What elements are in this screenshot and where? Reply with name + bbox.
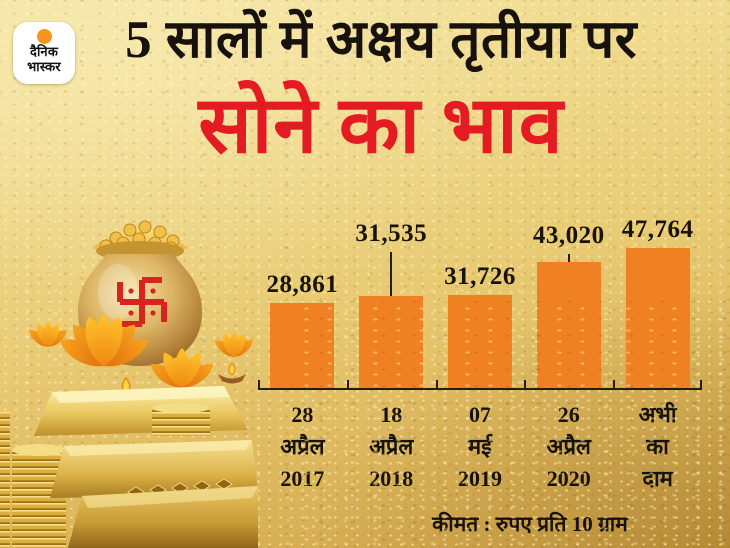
gold-bars-illustration xyxy=(0,384,258,548)
gold-bar-bottom-face xyxy=(82,486,258,508)
lotus-small-right xyxy=(212,331,256,361)
bar-columns: 28,861 31,535 31,726 43,020 47,764 xyxy=(258,206,702,388)
x-axis-labels: 28 अप्रैल 2017 18 अप्रैल 2018 07 मई 2019 26… xyxy=(258,399,702,495)
gold-price-bar-chart: 28,861 31,535 31,726 43,020 47,764 28 अप्रैल… xyxy=(258,0,702,548)
bar-1 xyxy=(270,303,335,388)
sun-icon xyxy=(36,29,52,44)
axis-tick xyxy=(613,380,615,389)
bar-2 xyxy=(359,296,424,388)
x-axis-label-3: 07 मई 2019 xyxy=(457,402,502,491)
headline: 5 सालों में अक्षय तृतीया पर xyxy=(125,11,637,69)
axis-tick xyxy=(347,380,349,389)
gold-bar-middle-face xyxy=(64,440,252,456)
bar-value-label: 43,020 xyxy=(532,222,605,249)
bar-column-2: 31,535 xyxy=(347,206,436,388)
gold-pot-lotus-illustration xyxy=(26,196,256,405)
x-axis-label-5: अभी का दाम xyxy=(638,402,677,491)
bar-column-3: 31,726 xyxy=(436,206,525,388)
coin-stack-small xyxy=(152,403,210,436)
axis-tick xyxy=(436,380,438,389)
coin-stack-tall xyxy=(12,444,66,548)
dainik-bhaskar-logo: दैनिक भास्कर xyxy=(13,22,75,84)
x-axis-label-2: 18 अप्रैल 2018 xyxy=(369,402,414,491)
bar-column-1: 28,861 xyxy=(258,206,347,388)
coin-stack-edge xyxy=(0,412,10,548)
gold-bar-top-face xyxy=(52,386,230,403)
diya-icon-right xyxy=(218,362,246,384)
lotus-medium xyxy=(146,348,218,393)
logo-line-1: दैनिक xyxy=(29,44,59,59)
axis-tick xyxy=(258,380,260,389)
logo-text: दैनिक भास्कर xyxy=(27,44,61,74)
gold-bar-bottom xyxy=(68,486,258,548)
gold-bar-middle xyxy=(50,440,258,498)
coin-heap xyxy=(92,220,188,257)
logo-line-2: भास्कर xyxy=(27,58,61,74)
bar-3 xyxy=(447,295,512,388)
subheadline-gold-price: सोने का भाव xyxy=(198,83,564,170)
bar-column-4: 43,020 xyxy=(524,206,613,388)
axis-tick xyxy=(700,380,702,389)
kalash-pot xyxy=(78,241,202,366)
bar-5 xyxy=(625,248,690,388)
x-axis-label-4: 26 अप्रैल 2020 xyxy=(546,402,591,491)
swastika-dots xyxy=(128,288,156,316)
lotus-small-left xyxy=(26,321,70,351)
bar-value-label: 28,861 xyxy=(266,271,339,298)
x-axis-label-1: 28 अप्रैल 2017 xyxy=(280,402,325,491)
swastika-icon xyxy=(117,277,167,327)
price-unit-note: कीमत : रुपए प्रति 10 ग्राम xyxy=(432,512,628,536)
bar-4 xyxy=(536,262,601,388)
bar-value-label: 31,726 xyxy=(444,263,516,290)
lotus-flowers xyxy=(26,313,256,393)
gold-pot-lotus-svg xyxy=(26,220,256,405)
lotus-large xyxy=(55,313,153,374)
label-connector-line xyxy=(390,252,393,296)
gold-bar-top xyxy=(34,386,248,436)
x-axis-line xyxy=(258,380,702,390)
diya-icon xyxy=(108,376,144,405)
label-connector-line xyxy=(567,254,570,262)
bar-column-5: 47,764 xyxy=(613,206,702,388)
gold-nuggets xyxy=(127,478,233,498)
axis-tick xyxy=(524,380,526,389)
gold-bars-svg xyxy=(0,386,258,548)
bar-value-label: 47,764 xyxy=(621,216,694,243)
bar-value-label: 31,535 xyxy=(355,220,428,247)
